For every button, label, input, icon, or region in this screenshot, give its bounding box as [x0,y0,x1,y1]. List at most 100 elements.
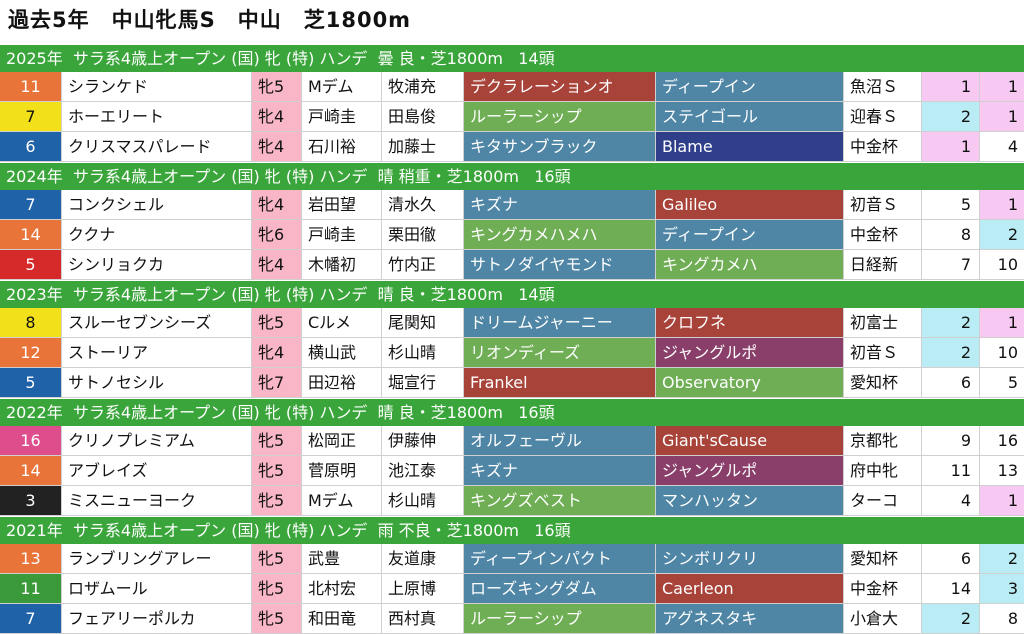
horse-name: シンリョクカ [62,250,252,279]
popularity: 5 [922,190,980,219]
previous-race: 中金杯 [844,132,922,161]
horse-name: アブレイズ [62,456,252,485]
race-header: 2025年 サラ系4歳上オープン (国) 牝 (特) ハンデ 曇 良・芝1800… [0,44,1024,72]
table-row: 13 ランブリングアレー 牝5 武豊 友道康 ディープインパクト シンボリクリ 愛知杯 6 2 [0,544,1024,574]
sex-age: 牝5 [252,544,302,573]
finish-position: 1 [980,190,1024,219]
broodmare-sire: Blame [656,132,844,161]
horse-name: ロザムール [62,574,252,603]
previous-race: 日経新 [844,250,922,279]
page-title: 過去5年 中山牝馬S 中山 芝1800m [8,8,412,32]
horse-number: 3 [0,486,62,515]
table-row: 5 シンリョクカ 牝4 木幡初 竹内正 サトノダイヤモンド キングカメハ 日経新 7 10 [0,250,1024,280]
trainer: 堀宣行 [382,368,464,397]
horse-number: 7 [0,190,62,219]
sex-age: 牝5 [252,456,302,485]
popularity: 1 [922,72,980,101]
horse-number: 11 [0,72,62,101]
results-table: 2025年 サラ系4歳上オープン (国) 牝 (特) ハンデ 曇 良・芝1800… [0,44,1024,634]
sex-age: 牝6 [252,220,302,249]
previous-race: 迎春Ｓ [844,102,922,131]
finish-position: 2 [980,220,1024,249]
previous-race: 府中牝 [844,456,922,485]
horse-number: 14 [0,220,62,249]
horse-name: ミスニューヨーク [62,486,252,515]
sex-age: 牝5 [252,72,302,101]
table-row: 12 ストーリア 牝4 横山武 杉山晴 リオンディーズ ジャングルポ 初音Ｓ 2 10 [0,338,1024,368]
race-header: 2023年 サラ系4歳上オープン (国) 牝 (特) ハンデ 晴 良・芝1800… [0,280,1024,308]
sire: ルーラーシップ [464,604,656,633]
popularity: 7 [922,250,980,279]
trainer: 杉山晴 [382,486,464,515]
sex-age: 牝5 [252,426,302,455]
popularity: 6 [922,368,980,397]
table-row: 16 クリノプレミアム 牝5 松岡正 伊藤伸 オルフェーヴル Giant'sCause 京都牝… [0,426,1024,456]
trainer: 竹内正 [382,250,464,279]
trainer: 尾関知 [382,308,464,337]
jockey: 戸崎圭 [302,102,382,131]
horse-number: 13 [0,544,62,573]
broodmare-sire: ジャングルポ [656,456,844,485]
sex-age: 牝7 [252,368,302,397]
jockey: 岩田望 [302,190,382,219]
table-row: 14 ククナ 牝6 戸崎圭 栗田徹 キングカメハメハ ディープイン 中金杯 8 2 [0,220,1024,250]
trainer: 伊藤伸 [382,426,464,455]
broodmare-sire: ディープイン [656,220,844,249]
horse-name: クリスマスパレード [62,132,252,161]
popularity: 11 [922,456,980,485]
horse-number: 6 [0,132,62,161]
jockey: Mデム [302,486,382,515]
finish-position: 5 [1007,373,1018,392]
horse-number: 14 [0,456,62,485]
sire: キズナ [464,190,656,219]
finish-position: 10 [997,255,1018,274]
horse-name: ランブリングアレー [62,544,252,573]
trainer: 清水久 [382,190,464,219]
finish-position: 8 [1007,609,1018,628]
table-row: 11 ロザムール 牝5 北村宏 上原博 ローズキングダム Caerleon 中金杯 14 3 [0,574,1024,604]
horse-number: 7 [0,102,62,131]
finish-position: 1 [980,486,1024,515]
horse-number: 8 [0,308,62,337]
horse-name: ストーリア [62,338,252,367]
horse-number: 7 [0,604,62,633]
sire: キズナ [464,456,656,485]
horse-number: 16 [0,426,62,455]
horse-name: サトノセシル [62,368,252,397]
finish-position: 1 [980,308,1024,337]
trainer: 西村真 [382,604,464,633]
table-row: 14 アブレイズ 牝5 菅原明 池江泰 キズナ ジャングルポ 府中牝 11 13 [0,456,1024,486]
sire: デクラレーションオ [464,72,656,101]
table-row: 5 サトノセシル 牝7 田辺裕 堀宣行 Frankel Observatory 愛知杯 6 5 [0,368,1024,398]
trainer: 加藤士 [382,132,464,161]
table-row: 7 ホーエリート 牝4 戸崎圭 田島俊 ルーラーシップ ステイゴール 迎春Ｓ 2 1 [0,102,1024,132]
table-row: 3 ミスニューヨーク 牝5 Mデム 杉山晴 キングズベスト マンハッタン ターコ 4 1 [0,486,1024,516]
sex-age: 牝4 [252,102,302,131]
trainer: 杉山晴 [382,338,464,367]
previous-race: 初富士 [844,308,922,337]
popularity: 14 [922,574,980,603]
popularity: 2 [922,102,980,131]
sex-age: 牝5 [252,604,302,633]
sex-age: 牝5 [252,574,302,603]
jockey: 武豊 [302,544,382,573]
horse-name: ホーエリート [62,102,252,131]
trainer: 池江泰 [382,456,464,485]
table-row: 8 スルーセブンシーズ 牝5 Cルメ 尾関知 ドリームジャーニー クロフネ 初富士 2 1 [0,308,1024,338]
horse-number: 12 [0,338,62,367]
finish-position: 3 [980,574,1024,603]
trainer: 上原博 [382,574,464,603]
broodmare-sire: ディープイン [656,72,844,101]
broodmare-sire: ジャングルポ [656,338,844,367]
sire: ローズキングダム [464,574,656,603]
trainer: 牧浦充 [382,72,464,101]
sire: キングズベスト [464,486,656,515]
sex-age: 牝4 [252,132,302,161]
sire: サトノダイヤモンド [464,250,656,279]
previous-race: 愛知杯 [844,544,922,573]
finish-position: 1 [980,102,1024,131]
broodmare-sire: Giant'sCause [656,426,844,455]
jockey: 北村宏 [302,574,382,603]
previous-race: 小倉大 [844,604,922,633]
broodmare-sire: クロフネ [656,308,844,337]
